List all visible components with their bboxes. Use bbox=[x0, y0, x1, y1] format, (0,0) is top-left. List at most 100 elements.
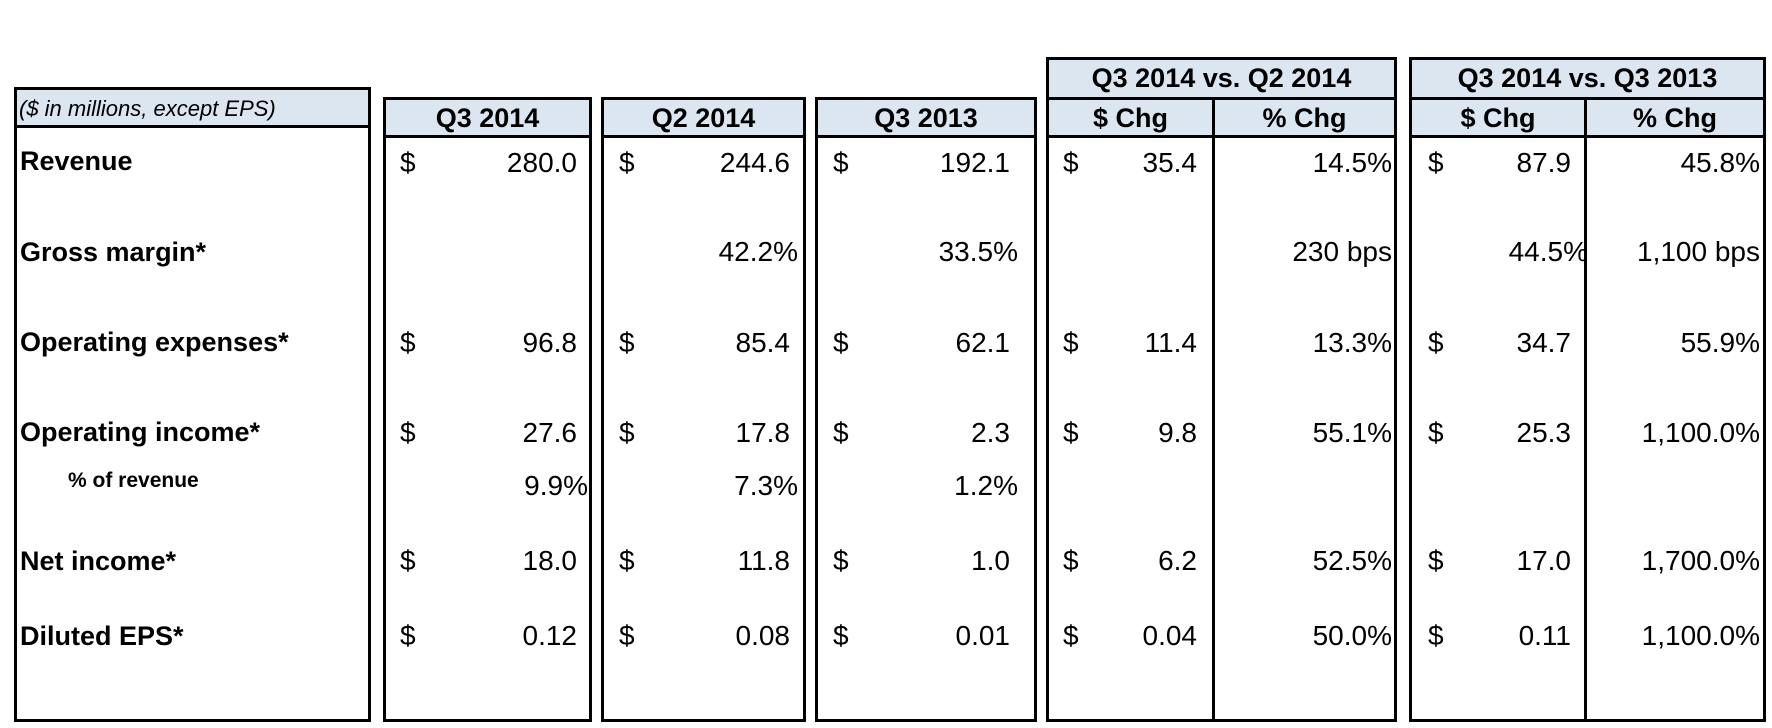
row-label-diluted-eps: Diluted EPS* bbox=[20, 621, 184, 651]
value-yoy-pct-operating-expenses: 55.9% bbox=[1680, 327, 1760, 358]
currency-symbol: $ bbox=[833, 417, 849, 448]
value-yoy-dollar-revenue: 87.9 bbox=[1516, 147, 1572, 178]
col-q2-2014-title: Q2 2014 bbox=[651, 103, 756, 133]
currency-symbol: $ bbox=[1063, 417, 1079, 448]
value-q2-2014-operating-income: 17.8 bbox=[735, 417, 791, 448]
value-yoy-dollar-diluted-eps: 0.11 bbox=[1518, 620, 1571, 651]
value-q2-2014-operating-expenses: 85.4 bbox=[735, 327, 791, 358]
row-label-operating-expenses: Operating expenses* bbox=[20, 327, 289, 357]
group-yoy-header-rule bbox=[1412, 135, 1763, 138]
qoq-dollar-chg-header: $ Chg bbox=[1092, 103, 1168, 133]
col-q3-2013-header-fill bbox=[818, 100, 1034, 135]
currency-symbol: $ bbox=[619, 620, 635, 651]
value-yoy-pct-revenue: 45.8% bbox=[1680, 147, 1760, 178]
currency-symbol: $ bbox=[400, 620, 416, 651]
row-label-revenue: Revenue bbox=[20, 146, 133, 176]
value-q3-2014-operating-income: 27.6 bbox=[522, 417, 578, 448]
value-yoy-pct-gross-margin: 1,100 bps bbox=[1637, 236, 1760, 267]
currency-symbol: $ bbox=[400, 327, 416, 358]
group-qoq-title: Q3 2014 vs. Q2 2014 bbox=[1046, 57, 1397, 99]
group-yoy-title: Q3 2014 vs. Q3 2013 bbox=[1409, 57, 1766, 99]
currency-symbol: $ bbox=[833, 545, 849, 576]
value-q3-2013-operating-income: 2.3 bbox=[971, 417, 1010, 448]
col-q2-2014-header-fill bbox=[604, 100, 803, 135]
value-yoy-dollar-operating-expenses: 34.7 bbox=[1516, 327, 1572, 358]
value-qoq-pct-operating-expenses: 13.3% bbox=[1312, 327, 1392, 358]
row-label-operating-income: Operating income* bbox=[20, 417, 261, 447]
value-yoy-pct-operating-income: 1,100.0% bbox=[1641, 417, 1760, 448]
currency-symbol: $ bbox=[833, 147, 849, 178]
row-label-net-income: Net income* bbox=[20, 546, 177, 576]
value-qoq-pct-revenue: 14.5% bbox=[1312, 147, 1392, 178]
value-q3-2013-diluted-eps: 0.01 bbox=[955, 620, 1011, 651]
currency-symbol: $ bbox=[619, 545, 635, 576]
value-q3-2013-revenue: 192.1 bbox=[939, 147, 1010, 178]
value-q3-2014-diluted-eps: 0.12 bbox=[522, 620, 578, 651]
value-qoq-pct-gross-margin: 230 bps bbox=[1292, 236, 1392, 267]
yoy-pct-chg-header: % Chg bbox=[1633, 103, 1717, 133]
currency-symbol: $ bbox=[833, 620, 849, 651]
row-label-pct-of-revenue: % of revenue bbox=[68, 469, 199, 492]
value-q2-2014-diluted-eps: 0.08 bbox=[735, 620, 791, 651]
value-qoq-dollar-net-income: 6.2 bbox=[1158, 545, 1197, 576]
value-q2-2014-pct-of-revenue: 7.3% bbox=[734, 470, 798, 501]
value-yoy-dollar-operating-income: 25.3 bbox=[1516, 417, 1572, 448]
col-q3-2013 bbox=[815, 97, 1037, 722]
value-yoy-dollar-net-income: 17.0 bbox=[1516, 545, 1572, 576]
value-q3-2014-gross-margin: 44.5% bbox=[1508, 236, 1588, 267]
value-q3-2013-pct-of-revenue: 1.2% bbox=[954, 470, 1018, 501]
currency-symbol: $ bbox=[1063, 147, 1079, 178]
value-q2-2014-revenue: 244.6 bbox=[719, 147, 790, 178]
value-qoq-pct-diluted-eps: 50.0% bbox=[1312, 620, 1392, 651]
value-qoq-pct-net-income: 52.5% bbox=[1312, 545, 1392, 576]
group-qoq-divider bbox=[1212, 100, 1215, 719]
group-qoq-header-rule bbox=[1049, 135, 1394, 138]
value-q2-2014-gross-margin: 42.2% bbox=[718, 236, 798, 267]
value-qoq-pct-operating-income: 55.1% bbox=[1312, 417, 1392, 448]
col-q3-2014-title: Q3 2014 bbox=[435, 103, 540, 133]
col-q3-2013-title: Q3 2013 bbox=[874, 103, 978, 133]
currency-symbol: $ bbox=[1063, 545, 1079, 576]
group-qoq-header-fill bbox=[1049, 100, 1394, 135]
currency-symbol: $ bbox=[1063, 620, 1079, 651]
col-q3-2013-header-rule bbox=[818, 135, 1034, 138]
currency-symbol: $ bbox=[1428, 327, 1444, 358]
value-qoq-dollar-diluted-eps: 0.04 bbox=[1142, 620, 1198, 651]
units-note: ($ in millions, except EPS) bbox=[19, 96, 276, 121]
qoq-pct-chg-header: % Chg bbox=[1262, 103, 1347, 133]
currency-symbol: $ bbox=[1428, 545, 1444, 576]
currency-symbol: $ bbox=[1428, 620, 1444, 651]
currency-symbol: $ bbox=[619, 417, 635, 448]
group-yoy bbox=[1409, 97, 1766, 722]
value-yoy-pct-net-income: 1,700.0% bbox=[1641, 545, 1760, 576]
group-yoy-divider bbox=[1584, 100, 1587, 719]
value-q3-2014-net-income: 18.0 bbox=[522, 545, 578, 576]
col-q3-2014-header-fill bbox=[386, 100, 589, 135]
group-qoq bbox=[1046, 97, 1397, 722]
currency-symbol: $ bbox=[619, 147, 635, 178]
col-q3-2014 bbox=[383, 97, 592, 722]
yoy-dollar-chg-header: $ Chg bbox=[1460, 103, 1536, 133]
value-yoy-pct-diluted-eps: 1,100.0% bbox=[1641, 620, 1760, 651]
value-q3-2014-operating-expenses: 96.8 bbox=[522, 327, 578, 358]
value-q3-2013-operating-expenses: 62.1 bbox=[955, 327, 1011, 358]
value-qoq-dollar-operating-income: 9.8 bbox=[1158, 417, 1197, 448]
col-q3-2014-header-rule bbox=[386, 135, 589, 138]
label-column-header-fill bbox=[17, 90, 368, 125]
value-q3-2014-pct-of-revenue: 9.9% bbox=[524, 470, 588, 501]
col-q2-2014-header-rule bbox=[604, 135, 803, 138]
col-q2-2014 bbox=[601, 97, 806, 722]
currency-symbol: $ bbox=[400, 417, 416, 448]
currency-symbol: $ bbox=[1428, 417, 1444, 448]
value-q2-2014-net-income: 11.8 bbox=[737, 545, 790, 576]
currency-symbol: $ bbox=[1428, 147, 1444, 178]
currency-symbol: $ bbox=[619, 327, 635, 358]
value-qoq-dollar-operating-expenses: 11.4 bbox=[1144, 327, 1197, 358]
value-qoq-dollar-revenue: 35.4 bbox=[1142, 147, 1198, 178]
currency-symbol: $ bbox=[1063, 327, 1079, 358]
row-label-gross-margin: Gross margin* bbox=[20, 237, 207, 267]
currency-symbol: $ bbox=[400, 147, 416, 178]
value-q3-2014-revenue: 280.0 bbox=[506, 147, 577, 178]
currency-symbol: $ bbox=[833, 327, 849, 358]
